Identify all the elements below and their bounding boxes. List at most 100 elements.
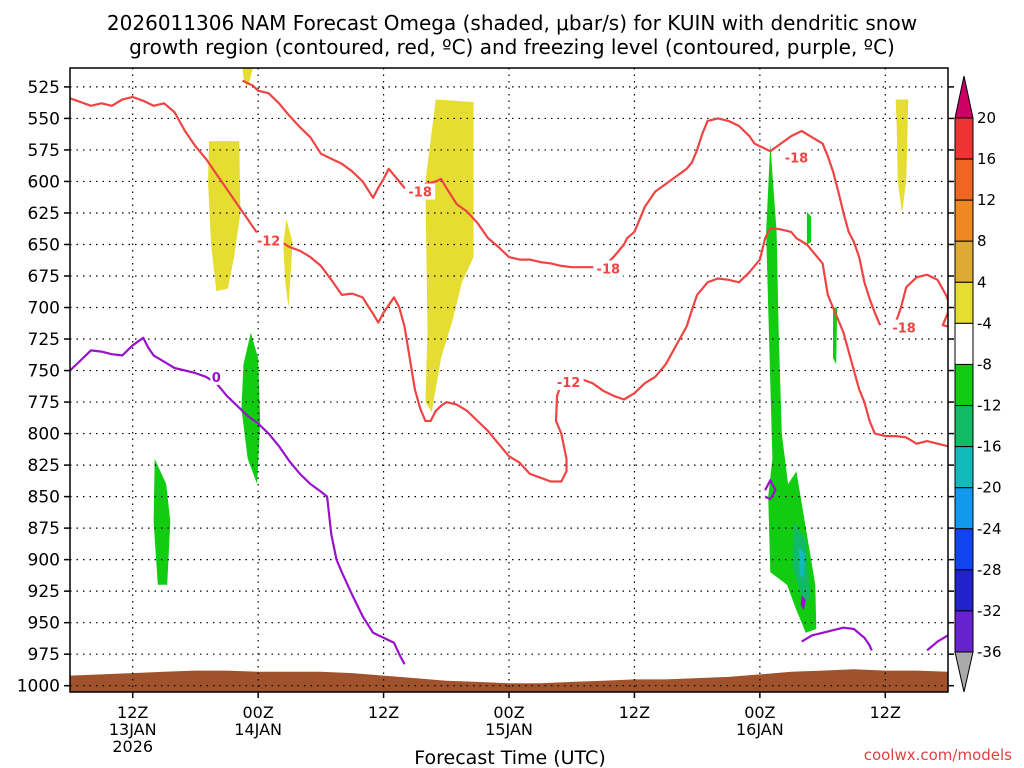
colorbar-bottom-arrow — [954, 651, 974, 693]
freezing-contour-label: 0 — [212, 371, 221, 386]
colorbar-bin — [954, 405, 974, 448]
colorbar-bin — [954, 528, 974, 571]
colorbar-label: -24 — [977, 520, 1002, 538]
colorbar-label: -36 — [977, 643, 1002, 661]
omega-region — [895, 99, 909, 213]
colorbar-label: 12 — [977, 191, 996, 209]
y-tick-label: 625 — [28, 204, 60, 224]
x-tick-label: 12Z — [619, 703, 650, 722]
colorbar-label: -32 — [977, 602, 1002, 620]
contour-label-bg — [210, 368, 223, 385]
chart-title-line1: 2026011306 NAM Forecast Omega (shaded, μ… — [107, 11, 917, 35]
y-tick-label: 850 — [28, 488, 60, 508]
contour-label-bg — [889, 319, 920, 336]
omega-region — [798, 547, 805, 579]
y-tick-label: 600 — [28, 172, 60, 192]
contour-label-bg — [781, 149, 812, 166]
dgz-contour-label: -12 — [257, 235, 281, 250]
colorbar-bin — [954, 363, 974, 407]
colorbar-label: 20 — [977, 109, 996, 127]
omega-region — [800, 594, 806, 611]
y-tick-label: 750 — [28, 362, 60, 382]
contour-label-bg — [593, 260, 624, 277]
y-tick-label: 875 — [28, 519, 60, 539]
y-tick-label: 525 — [28, 78, 60, 98]
y-axis: 525 550 575 600 625 650 675 700 725 750 775 800 825 8… — [17, 78, 954, 697]
y-tick-label: 825 — [28, 456, 60, 476]
colorbar-bin — [954, 158, 974, 201]
colorbar-bin — [954, 240, 974, 283]
contour-label-bg — [405, 183, 436, 200]
omega-region — [806, 211, 812, 245]
y-tick-label: 575 — [28, 141, 60, 161]
colorbar-bin — [954, 487, 974, 530]
dgz-contour — [894, 273, 948, 328]
plot-area: -12 -18 -18 -12 -18 -18 0 — [69, 67, 949, 693]
colorbar-label: 16 — [977, 150, 996, 168]
x-tick-label: 12Z — [117, 703, 148, 722]
watermark: coolwx.com/models — [864, 746, 1012, 764]
x-tick-label: 12Z — [870, 703, 901, 722]
dgz-contour-label: -18 — [408, 186, 432, 201]
x-tick-label: 13JAN — [109, 720, 157, 739]
colorbar-label: -4 — [977, 314, 992, 332]
colorbar-label: -8 — [977, 355, 992, 373]
omega-region — [283, 219, 293, 308]
colorbar-bin — [954, 446, 974, 489]
freezing-level-contour — [926, 634, 948, 652]
dgz-contour-label: -18 — [785, 152, 809, 167]
omega-colorbar: 20 16 12 8 4 -4 -8 -12 -16 -20 -24 -28 -32 -36 — [954, 75, 1002, 693]
dgz-contour — [70, 95, 948, 483]
chart-title-line2: growth region (contoured, red, ºC) and f… — [129, 35, 895, 59]
colorbar-bin — [954, 281, 974, 324]
colorbar-bin — [954, 117, 974, 160]
y-tick-label: 925 — [28, 582, 60, 602]
plot-content: -12 -18 -18 -12 -18 -18 0 — [70, 68, 948, 692]
y-tick-label: 775 — [28, 393, 60, 413]
contour-label-bg — [253, 232, 284, 249]
y-tick-label: 550 — [28, 109, 60, 129]
omega-region — [241, 332, 261, 484]
colorbar-bin — [954, 569, 974, 612]
terrain-fill — [70, 669, 948, 692]
y-tick-label: 950 — [28, 614, 60, 634]
colorbar-label: -28 — [977, 561, 1002, 579]
x-tick-label: 16JAN — [736, 720, 784, 739]
y-tick-label: 900 — [28, 551, 60, 571]
freezing-level-contour — [764, 479, 777, 501]
dgz-contour-label: -18 — [892, 322, 916, 337]
colorbar-label: 4 — [977, 273, 987, 291]
y-tick-label: 650 — [28, 235, 60, 255]
y-tick-label: 675 — [28, 267, 60, 287]
freezing-level-contour — [801, 626, 873, 651]
x-tick-label: 14JAN — [234, 720, 282, 739]
y-tick-label: 725 — [28, 330, 60, 350]
dgz-contour-label: -12 — [557, 376, 581, 391]
y-tick-label: 1000 — [17, 677, 60, 697]
x-axis-label: Forecast Time (UTC) — [414, 747, 605, 768]
colorbar-label: 8 — [977, 232, 987, 250]
x-tick-label: 15JAN — [485, 720, 533, 739]
x-tick-label: 2026 — [112, 737, 153, 756]
y-tick-label: 800 — [28, 425, 60, 445]
omega-region — [833, 307, 838, 365]
colorbar-label: -16 — [977, 438, 1002, 456]
omega-region — [153, 458, 171, 585]
x-tick-label: 00Z — [744, 703, 775, 722]
dgz-contour — [242, 79, 882, 326]
colorbar-top-arrow — [954, 75, 974, 119]
y-tick-label: 700 — [28, 299, 60, 319]
x-tick-label: 00Z — [493, 703, 524, 722]
x-tick-label: 12Z — [368, 703, 399, 722]
omega-region — [766, 143, 817, 633]
colorbar-label: -12 — [977, 397, 1002, 415]
omega-region — [208, 141, 241, 292]
y-tick-label: 975 — [28, 645, 60, 665]
contour-label-bg — [553, 373, 584, 390]
colorbar-bin — [954, 610, 974, 653]
omega-region — [425, 99, 474, 413]
x-tick-label: 00Z — [242, 703, 273, 722]
colorbar-bin — [954, 199, 974, 242]
